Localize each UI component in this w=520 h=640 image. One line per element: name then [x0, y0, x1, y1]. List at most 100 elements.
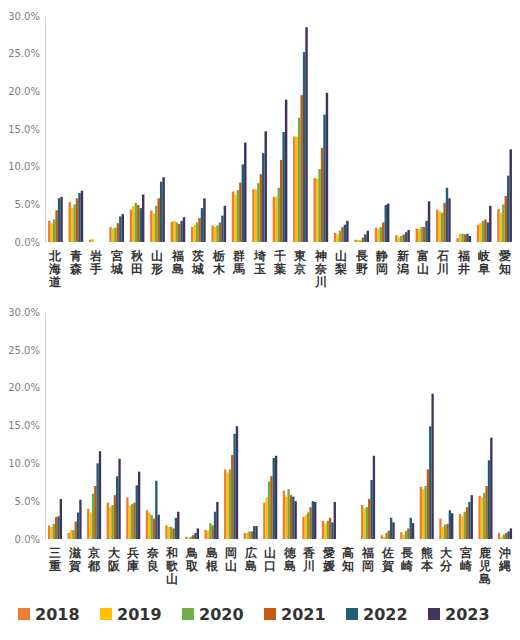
bar	[302, 517, 304, 539]
legend-item: 2019	[100, 605, 162, 624]
series	[51, 137, 503, 242]
bar	[231, 455, 233, 539]
bar	[323, 115, 325, 242]
bar	[503, 534, 505, 539]
bar	[293, 137, 295, 242]
bar	[260, 174, 262, 242]
bar	[285, 497, 287, 539]
bar	[427, 469, 429, 539]
bar	[334, 233, 336, 242]
bar	[324, 524, 326, 539]
bar	[266, 497, 268, 539]
bar	[136, 485, 138, 539]
bar	[468, 502, 470, 539]
legend-label: 2018	[35, 605, 80, 624]
tick: 30.0%	[8, 11, 45, 22]
legend-swatch	[346, 608, 358, 620]
bar	[58, 198, 60, 242]
bar	[370, 480, 372, 539]
bar	[89, 513, 91, 539]
bar	[135, 203, 137, 242]
category-label: 福岡	[361, 546, 374, 573]
bar	[314, 502, 316, 539]
x-axis-labels: 三重滋賀京都大阪兵庫奈良和歌山鳥取島根岡山広島山口徳島香川愛媛高知福岡佐賀長崎熊…	[48, 546, 511, 586]
bar	[114, 495, 116, 539]
bar	[87, 509, 89, 539]
bar	[357, 240, 359, 242]
bar	[55, 210, 57, 242]
bar	[175, 518, 177, 539]
bar	[464, 512, 466, 539]
bar	[385, 205, 387, 242]
tick-label: 5.0%	[15, 496, 40, 507]
bar	[380, 227, 382, 242]
bar	[71, 208, 73, 242]
bar	[507, 531, 509, 539]
bar	[117, 223, 119, 242]
category-label: 栃木	[212, 249, 226, 276]
bar	[109, 227, 111, 242]
series	[53, 118, 505, 242]
bar	[456, 238, 458, 242]
bar	[322, 521, 324, 539]
bar	[50, 527, 52, 539]
tick-label: 10.0%	[8, 458, 40, 469]
series	[57, 426, 509, 539]
bar	[233, 434, 235, 539]
bar	[390, 518, 392, 539]
bar	[420, 227, 422, 242]
bar	[359, 240, 361, 242]
bar	[173, 221, 175, 242]
bar	[327, 521, 329, 539]
bar	[309, 507, 311, 539]
bar	[510, 528, 512, 539]
bar	[204, 530, 206, 539]
bar	[423, 227, 425, 242]
bar	[292, 497, 294, 539]
tick: 5.0%	[15, 496, 45, 507]
bar	[431, 394, 433, 539]
tick-label: 30.0%	[8, 11, 40, 22]
bar	[290, 495, 292, 539]
bar	[192, 535, 194, 539]
bar	[400, 236, 402, 242]
bar	[466, 234, 468, 242]
bar	[76, 198, 78, 242]
legend-label: 2022	[363, 605, 408, 624]
bar	[194, 533, 196, 539]
bar	[395, 235, 397, 242]
bar	[479, 223, 481, 242]
tick-label: 25.0%	[8, 48, 40, 59]
category-label: 高知	[341, 546, 354, 573]
bar	[236, 426, 238, 539]
bar	[442, 527, 444, 539]
bar	[502, 204, 504, 242]
bar	[248, 531, 250, 539]
chart-root: 0.0%5.0%10.0%15.0%20.0%25.0%30.0%北海道青森岩手…	[0, 0, 520, 640]
bar	[509, 149, 511, 242]
bar	[224, 206, 226, 242]
category-label: 宮崎	[460, 546, 472, 573]
category-label: 山梨	[334, 249, 347, 276]
x-axis-labels: 北海道青森岩手宮城秋田山形福島茨城栃木群馬埼玉千葉東京神奈川山梨長野静岡新潟富山…	[48, 249, 510, 289]
bar	[118, 459, 120, 539]
tick-label: 10.0%	[8, 161, 40, 172]
legend-item: 2022	[346, 605, 408, 624]
bar	[488, 460, 490, 539]
category-label: 広島	[244, 546, 257, 573]
bar	[321, 148, 323, 242]
bar	[177, 512, 179, 539]
category-label: 三重	[48, 546, 61, 573]
bar	[275, 456, 277, 539]
bar	[219, 222, 221, 242]
bar	[211, 225, 213, 242]
legend-swatch	[100, 608, 112, 620]
tick: 0.0%	[15, 534, 45, 545]
bar	[268, 481, 270, 539]
category-label: 福島	[171, 249, 184, 276]
category-label: 滋賀	[68, 546, 81, 573]
bar	[278, 188, 280, 242]
category-label: 大阪	[108, 546, 121, 573]
tick: 10.0%	[8, 161, 45, 172]
bar	[114, 228, 116, 242]
